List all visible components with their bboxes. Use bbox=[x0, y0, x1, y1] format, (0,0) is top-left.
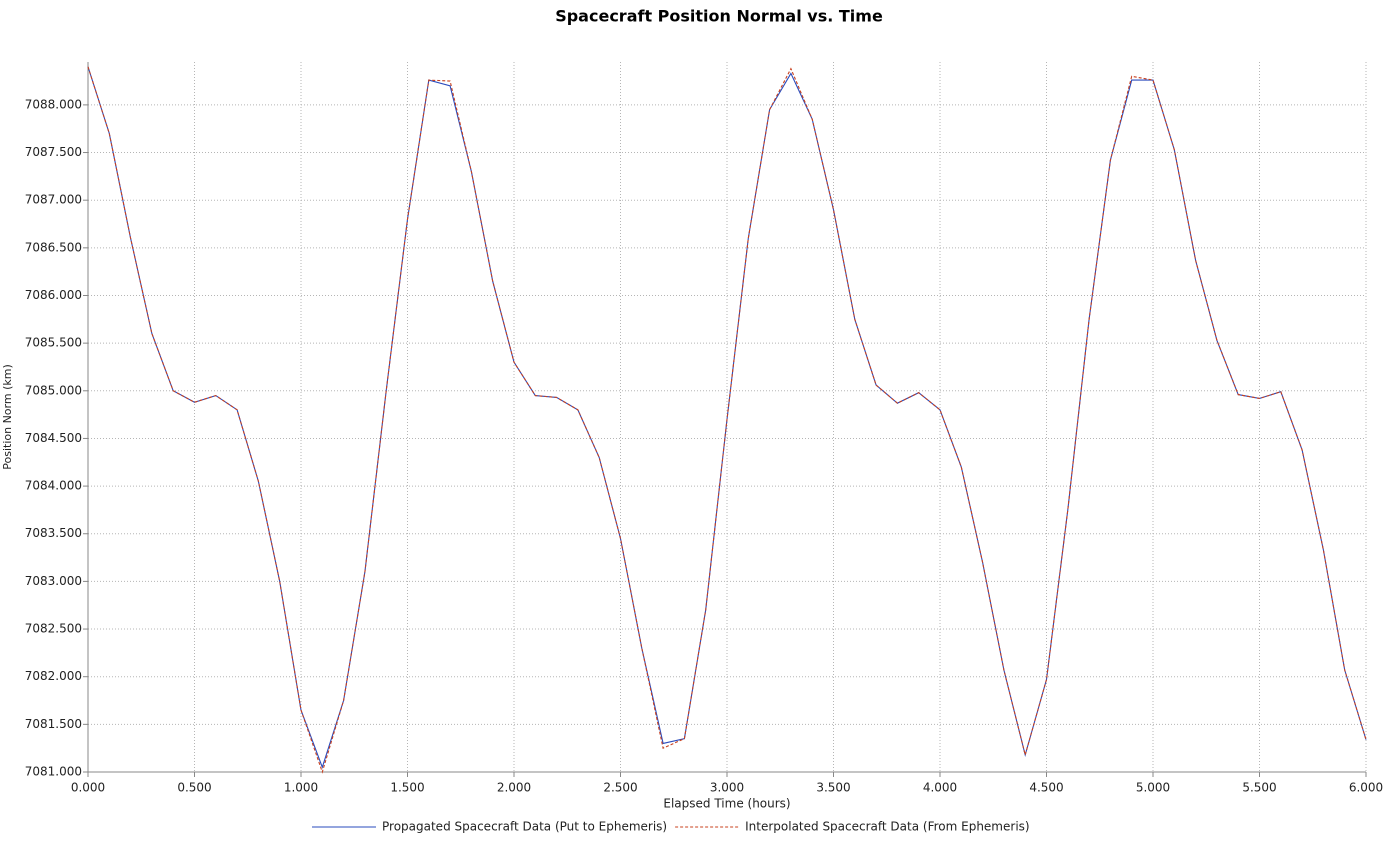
x-tick-label: 4.500 bbox=[1029, 781, 1063, 795]
y-tick-label: 7082.500 bbox=[25, 622, 82, 636]
y-axis-label: Position Norm (km) bbox=[1, 364, 14, 470]
x-tick-label: 3.000 bbox=[710, 781, 744, 795]
legend-label: Interpolated Spacecraft Data (From Ephem… bbox=[745, 820, 1029, 834]
y-tick-label: 7081.500 bbox=[25, 717, 82, 731]
x-tick-label: 3.500 bbox=[816, 781, 850, 795]
y-tick-label: 7086.500 bbox=[25, 240, 82, 254]
y-tick-label: 7082.000 bbox=[25, 669, 82, 683]
x-tick-label: 5.000 bbox=[1136, 781, 1170, 795]
legend-label: Propagated Spacecraft Data (Put to Ephem… bbox=[382, 820, 667, 834]
x-tick-label: 1.500 bbox=[390, 781, 424, 795]
x-axis-label: Elapsed Time (hours) bbox=[663, 797, 790, 811]
y-tick-label: 7087.500 bbox=[25, 145, 82, 159]
y-tick-label: 7084.500 bbox=[25, 431, 82, 445]
x-tick-label: 0.500 bbox=[177, 781, 211, 795]
y-tick-label: 7084.000 bbox=[25, 479, 82, 493]
y-tick-label: 7081.000 bbox=[25, 765, 82, 779]
x-tick-label: 4.000 bbox=[923, 781, 957, 795]
x-tick-label: 2.000 bbox=[497, 781, 531, 795]
y-tick-label: 7083.500 bbox=[25, 526, 82, 540]
y-tick-label: 7083.000 bbox=[25, 574, 82, 588]
x-tick-label: 5.500 bbox=[1242, 781, 1276, 795]
y-tick-label: 7088.000 bbox=[25, 97, 82, 111]
x-tick-label: 6.000 bbox=[1349, 781, 1383, 795]
y-tick-label: 7085.500 bbox=[25, 336, 82, 350]
x-tick-label: 2.500 bbox=[603, 781, 637, 795]
x-tick-label: 0.000 bbox=[71, 781, 105, 795]
x-tick-label: 1.000 bbox=[284, 781, 318, 795]
y-tick-label: 7086.000 bbox=[25, 288, 82, 302]
chart-title: Spacecraft Position Normal vs. Time bbox=[555, 7, 883, 26]
y-tick-label: 7085.000 bbox=[25, 383, 82, 397]
y-tick-label: 7087.000 bbox=[25, 193, 82, 207]
series-line bbox=[87, 66, 1367, 774]
